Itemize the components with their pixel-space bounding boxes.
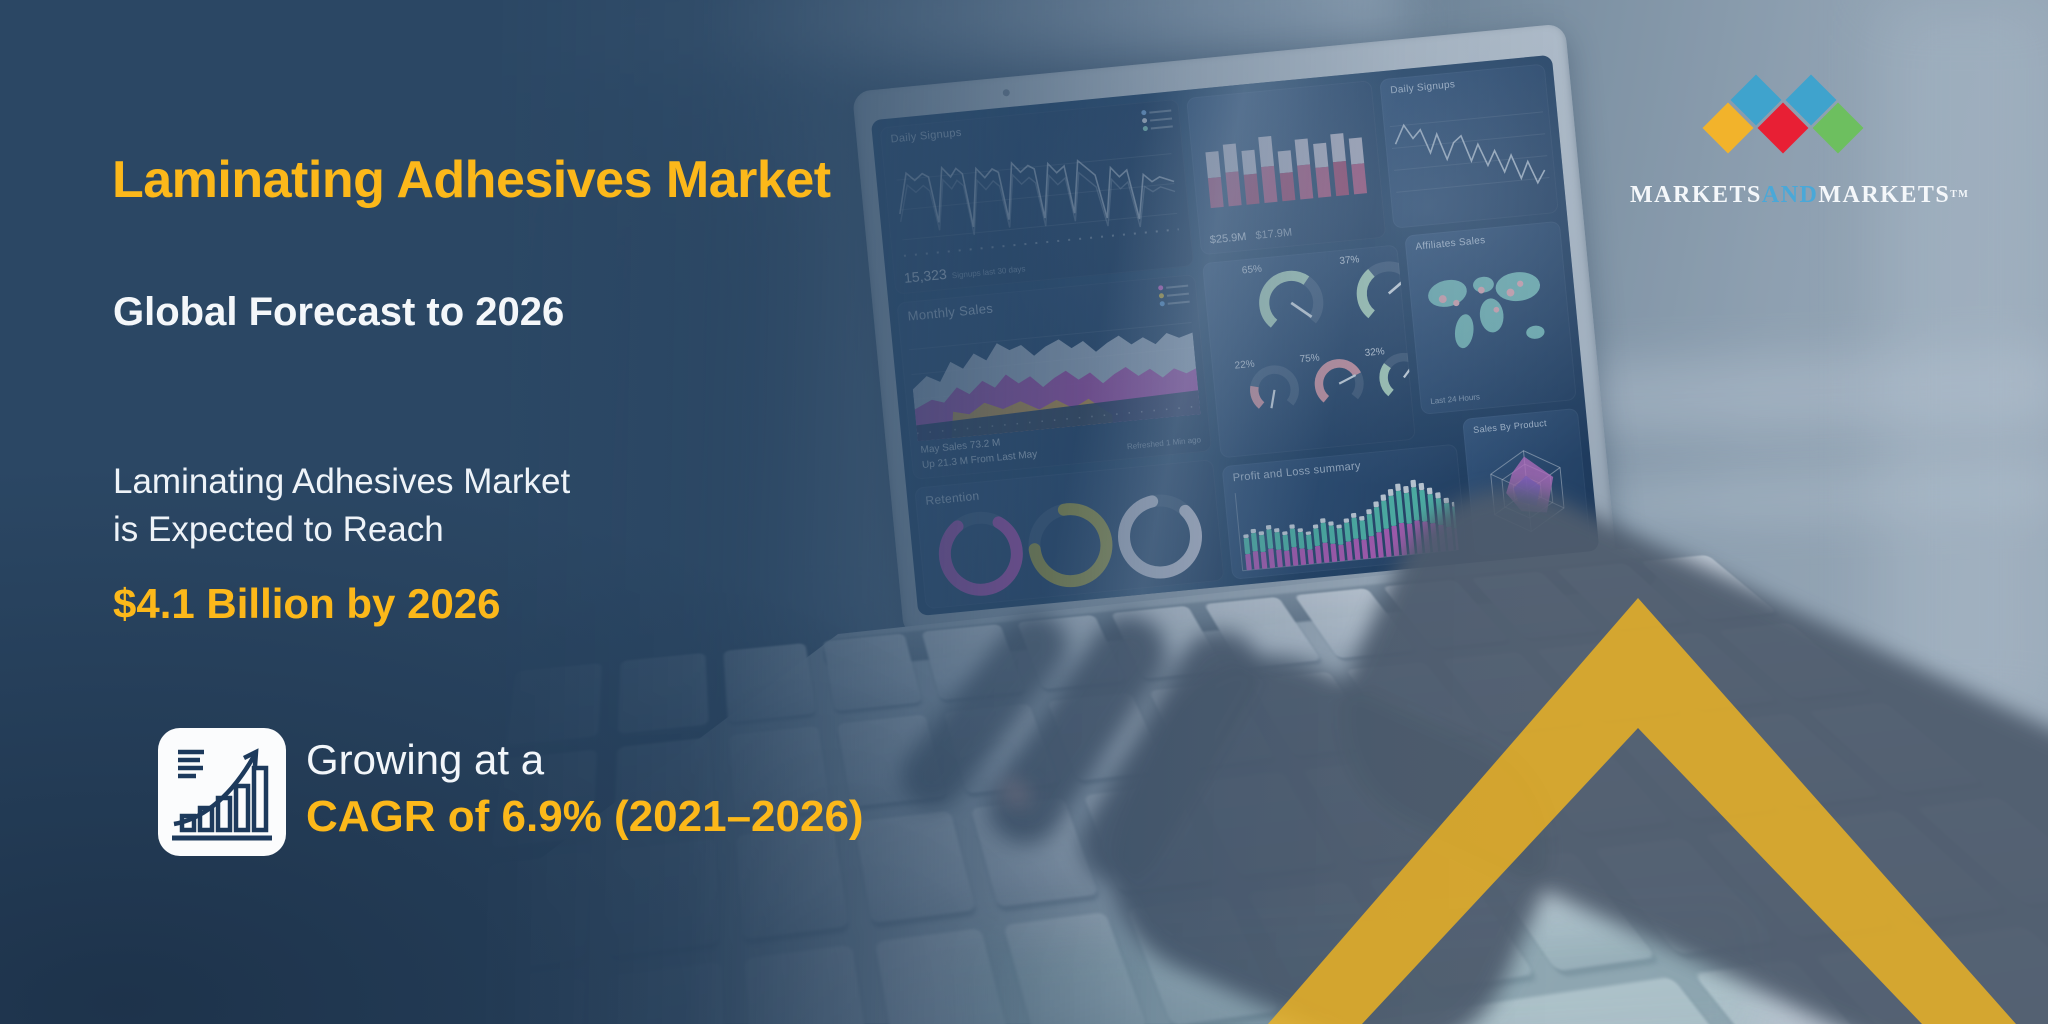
cagr-value: CAGR of 6.9% (2021–2026) bbox=[306, 792, 864, 841]
growth-chart-icon bbox=[158, 728, 286, 856]
growth-label: Growing at a bbox=[306, 736, 545, 783]
market-statement: Laminating Adhesives Market is Expected t… bbox=[113, 462, 571, 549]
page-subtitle: Global Forecast to 2026 bbox=[113, 290, 565, 334]
market-value: $4.1 Billion by 2026 bbox=[113, 580, 501, 627]
marketsandmarkets-logo: MARKETSANDMARKETSTM bbox=[1630, 70, 1968, 208]
page-title: Laminating Adhesives Market bbox=[112, 151, 831, 209]
logo-wordmark: MARKETSANDMARKETSTM bbox=[1630, 182, 1970, 208]
